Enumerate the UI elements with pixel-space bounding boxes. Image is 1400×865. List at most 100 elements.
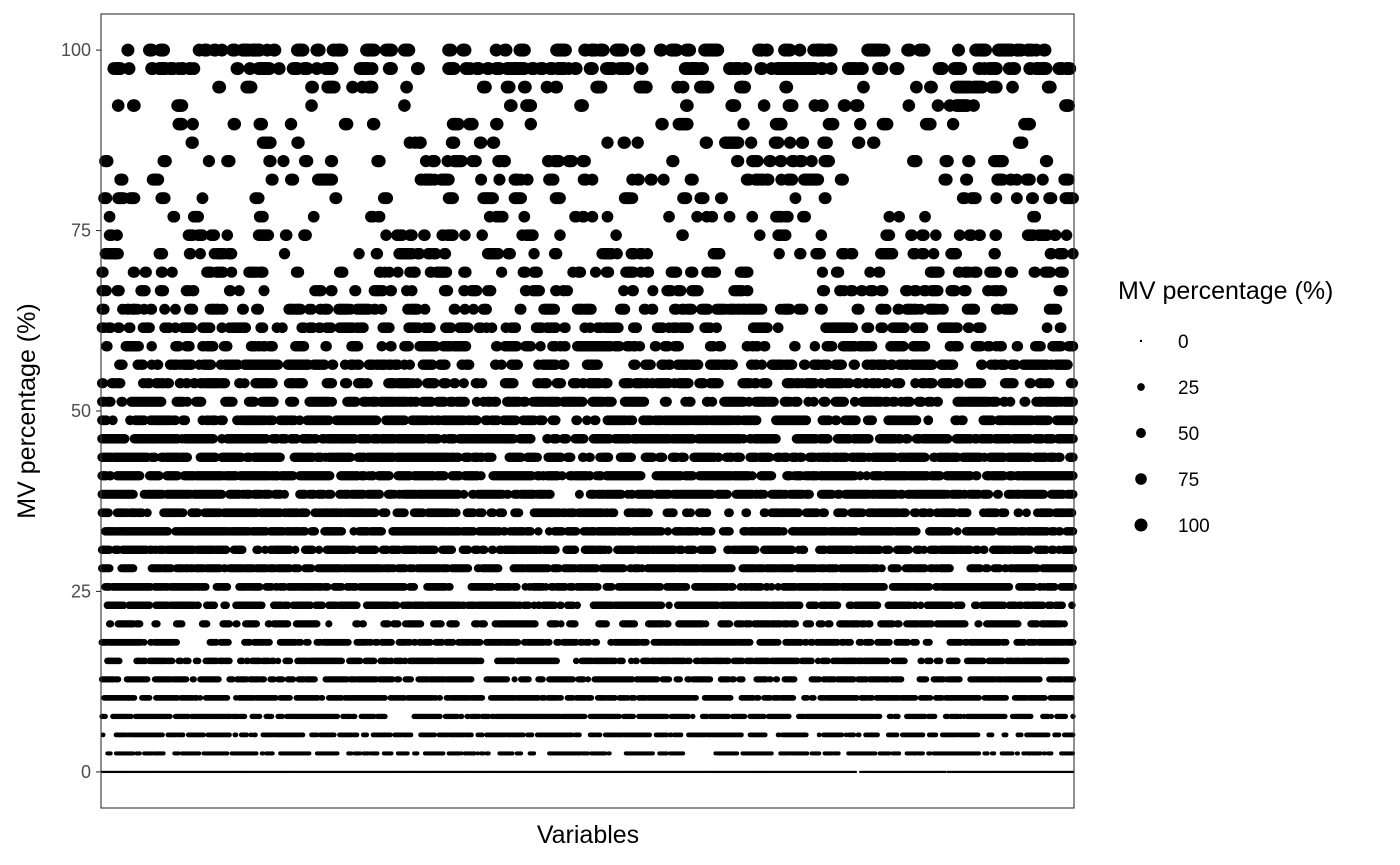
data-point bbox=[693, 694, 699, 701]
data-point bbox=[582, 713, 588, 720]
data-point bbox=[225, 751, 230, 756]
data-point bbox=[160, 732, 165, 738]
data-point bbox=[226, 657, 233, 665]
data-point bbox=[201, 732, 206, 738]
data-point bbox=[932, 713, 938, 720]
data-point bbox=[790, 694, 797, 701]
data-point bbox=[185, 657, 192, 665]
data-point bbox=[190, 676, 197, 683]
data-point bbox=[459, 713, 465, 720]
data-point bbox=[895, 713, 901, 720]
data-point bbox=[755, 694, 762, 701]
data-point bbox=[338, 657, 346, 665]
data-point bbox=[786, 713, 792, 720]
data-point bbox=[1010, 751, 1015, 756]
data-point bbox=[808, 657, 815, 665]
data-point bbox=[224, 638, 232, 646]
data-point bbox=[810, 694, 817, 701]
data-point bbox=[706, 676, 714, 683]
data-point bbox=[678, 732, 684, 738]
data-point bbox=[923, 676, 930, 683]
data-point bbox=[539, 676, 546, 683]
data-point bbox=[976, 694, 982, 701]
data-point bbox=[364, 732, 370, 738]
data-point bbox=[920, 732, 926, 738]
data-point bbox=[883, 657, 891, 665]
data-point bbox=[279, 676, 286, 683]
data-point bbox=[558, 694, 564, 701]
data-point bbox=[387, 732, 393, 738]
data-point bbox=[161, 751, 166, 756]
data-point bbox=[531, 751, 537, 756]
data-point bbox=[901, 657, 908, 665]
data-point bbox=[215, 676, 222, 683]
data-point bbox=[344, 638, 352, 646]
data-point bbox=[1048, 713, 1055, 720]
data-point bbox=[650, 751, 655, 756]
data-point bbox=[976, 751, 982, 756]
data-point bbox=[144, 676, 151, 683]
data-point bbox=[395, 676, 403, 683]
data-point bbox=[300, 732, 306, 738]
data-point bbox=[1015, 751, 1020, 756]
data-point bbox=[817, 751, 822, 756]
data-point bbox=[569, 676, 577, 683]
data-point bbox=[875, 732, 880, 738]
data-point bbox=[630, 713, 637, 720]
data-point bbox=[992, 751, 997, 756]
data-point bbox=[437, 694, 443, 701]
data-point bbox=[933, 732, 939, 738]
data-point bbox=[730, 676, 737, 683]
data-point bbox=[727, 694, 734, 701]
data-point bbox=[102, 713, 108, 720]
data-point bbox=[137, 751, 142, 756]
data-point bbox=[619, 657, 626, 665]
data-point bbox=[989, 732, 995, 738]
data-point bbox=[405, 751, 410, 756]
data-point bbox=[477, 657, 485, 665]
data-point bbox=[510, 751, 515, 756]
data-point bbox=[307, 751, 312, 756]
data-point bbox=[194, 657, 202, 665]
data-point bbox=[274, 657, 282, 665]
data-point bbox=[1003, 694, 1009, 701]
data-point bbox=[686, 657, 693, 665]
data-point bbox=[167, 713, 173, 720]
data-point bbox=[1056, 732, 1062, 738]
data-point bbox=[268, 713, 275, 720]
data-point bbox=[408, 732, 414, 738]
data-point bbox=[739, 676, 746, 683]
data-point bbox=[503, 676, 511, 683]
data-point bbox=[741, 713, 748, 720]
data-point bbox=[854, 770, 858, 774]
data-point bbox=[335, 751, 340, 756]
data-point bbox=[115, 676, 122, 683]
data-point bbox=[511, 676, 518, 683]
data-point bbox=[304, 638, 312, 646]
data-point bbox=[468, 676, 475, 683]
data-point bbox=[131, 694, 138, 701]
data-point bbox=[257, 713, 263, 720]
data-point bbox=[354, 732, 360, 738]
data-point bbox=[805, 751, 810, 756]
data-point bbox=[415, 751, 420, 756]
data-point bbox=[690, 713, 696, 720]
data-point bbox=[1070, 713, 1076, 720]
data-point bbox=[839, 732, 845, 738]
data-point bbox=[607, 751, 612, 756]
data-point bbox=[836, 751, 841, 756]
data-point bbox=[927, 657, 934, 665]
data-point bbox=[681, 751, 686, 756]
data-point bbox=[233, 732, 239, 738]
data-point bbox=[956, 676, 963, 683]
data-point bbox=[241, 713, 248, 720]
data-point bbox=[1070, 732, 1076, 738]
data-point bbox=[529, 732, 535, 738]
data-point bbox=[876, 713, 883, 720]
data-point bbox=[254, 751, 259, 756]
data-point bbox=[168, 657, 176, 665]
data-point bbox=[146, 694, 153, 701]
data-point bbox=[1002, 713, 1008, 720]
data-point bbox=[180, 732, 186, 738]
data-point bbox=[260, 676, 268, 683]
